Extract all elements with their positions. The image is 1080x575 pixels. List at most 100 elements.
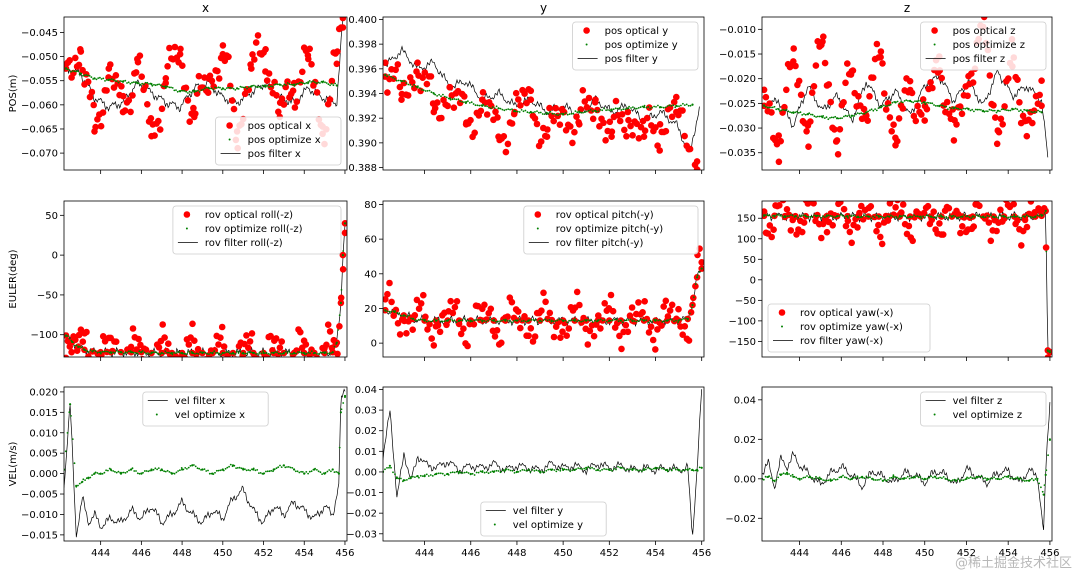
data-point [494, 114, 501, 121]
data-point [242, 86, 245, 89]
data-point [280, 466, 283, 468]
data-point [679, 331, 686, 339]
data-point [1030, 111, 1033, 113]
data-point [875, 109, 878, 112]
data-point [687, 104, 690, 107]
data-point [566, 321, 569, 324]
data-point [156, 83, 159, 86]
data-point [166, 351, 169, 354]
data-point [1036, 214, 1039, 217]
data-point [543, 133, 551, 140]
data-point [886, 201, 894, 207]
data-point [483, 320, 486, 322]
y-tick-label: −0.045 [21, 28, 58, 39]
data-point [829, 479, 832, 482]
data-point [896, 476, 898, 479]
legend-label: rov optical pitch(-y) [556, 210, 654, 221]
data-point [934, 216, 937, 219]
legend-label: pos filter x [248, 149, 301, 160]
data-point [794, 215, 797, 218]
data-point [140, 472, 143, 475]
data-point [181, 89, 184, 92]
data-point [185, 90, 188, 93]
data-point [255, 353, 257, 355]
data-point [205, 470, 208, 472]
data-point [766, 100, 773, 107]
data-point [564, 319, 567, 322]
data-point [504, 140, 512, 148]
data-point [662, 468, 665, 470]
data-point [307, 81, 310, 84]
data-point [635, 469, 637, 471]
data-point [328, 352, 331, 355]
data-point [585, 466, 588, 469]
data-point [326, 328, 334, 335]
data-point [426, 320, 433, 328]
data-point [888, 477, 891, 479]
data-point [569, 470, 572, 473]
data-point [453, 319, 456, 322]
data-point [158, 83, 161, 86]
data-point [336, 323, 343, 330]
data-point [215, 87, 218, 89]
data-point [856, 215, 860, 218]
data-point [645, 319, 648, 322]
data-point [218, 323, 226, 331]
data-point [99, 76, 101, 79]
data-point [1036, 91, 1043, 99]
data-point [1017, 477, 1020, 480]
data-point [836, 126, 844, 133]
data-point [965, 215, 967, 218]
data-point [570, 319, 573, 322]
data-point [856, 475, 859, 478]
legend-label: rov filter pitch(-y) [556, 238, 644, 249]
data-point [658, 322, 665, 329]
data-point [879, 106, 883, 109]
data-point [142, 471, 144, 474]
data-point [605, 468, 607, 471]
data-point [187, 466, 190, 469]
data-point [872, 109, 875, 112]
data-point [646, 104, 653, 111]
data-point [201, 351, 204, 355]
data-point [272, 335, 280, 342]
data-point [239, 85, 242, 88]
legend-marker [536, 227, 539, 230]
data-point [585, 94, 593, 102]
data-point [148, 359, 155, 366]
data-point [686, 468, 689, 471]
data-point [986, 477, 989, 480]
data-point [647, 467, 649, 469]
data-point [865, 475, 868, 478]
data-point [259, 87, 262, 89]
data-point [137, 82, 140, 85]
data-point [791, 473, 794, 476]
data-point [512, 89, 520, 97]
data-point [93, 472, 96, 475]
data-point [390, 310, 393, 313]
data-point [548, 318, 551, 321]
data-point [543, 471, 546, 474]
y-tick-label: −0.065 [21, 124, 58, 135]
data-point [641, 470, 643, 473]
data-point [1016, 99, 1023, 106]
data-point [850, 477, 853, 480]
data-point [390, 466, 392, 469]
data-point [888, 128, 895, 135]
data-point [628, 105, 630, 108]
data-point [1011, 477, 1013, 479]
axes-frame [761, 16, 1053, 171]
y-tick-label: −50 [735, 296, 756, 307]
data-point [112, 78, 115, 81]
data-point [453, 98, 456, 100]
data-point [115, 349, 118, 352]
data-point [326, 96, 334, 103]
data-point [897, 217, 899, 220]
data-point [96, 472, 99, 474]
data-point [165, 340, 172, 348]
data-point [144, 101, 151, 108]
data-point [877, 107, 880, 109]
data-point [940, 215, 943, 218]
data-point [621, 126, 628, 134]
data-point [174, 368, 181, 375]
